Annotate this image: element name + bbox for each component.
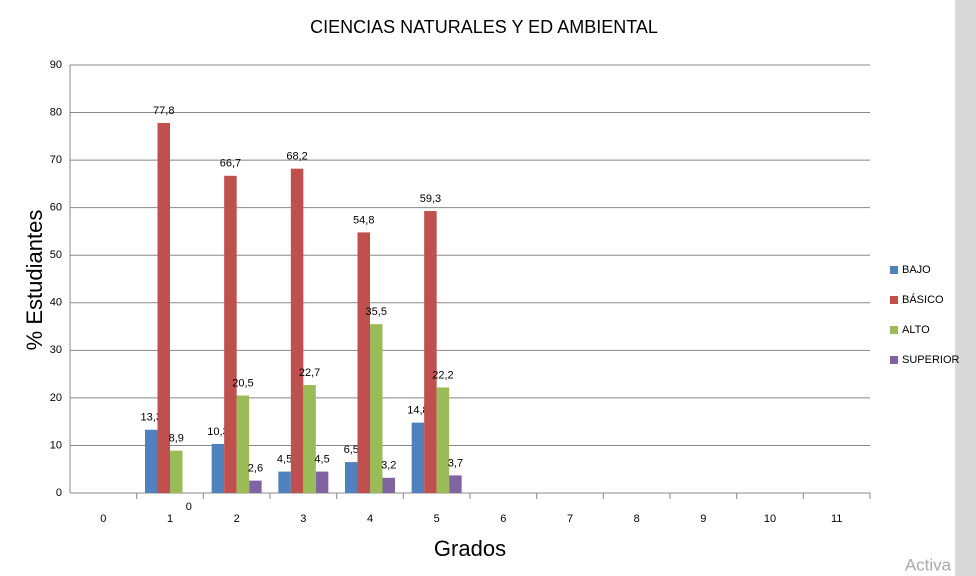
legend-swatch: [890, 326, 898, 334]
bar: [345, 462, 358, 493]
legend-swatch: [890, 266, 898, 274]
x-tick-label: 3: [300, 513, 306, 525]
data-label: 3,2: [381, 460, 396, 472]
bar: [357, 232, 370, 493]
bar: [145, 429, 158, 493]
data-label: 59,3: [420, 193, 441, 205]
legend-label: ALTO: [902, 324, 930, 336]
y-tick-label: 90: [50, 59, 62, 71]
edge-shadow: [955, 0, 976, 576]
x-tick-label: 4: [367, 513, 373, 525]
y-tick-label: 40: [50, 297, 62, 309]
data-label: 0: [186, 501, 192, 513]
data-label: 14,8: [407, 405, 428, 417]
x-tick-label: 9: [700, 513, 706, 525]
data-label: 3,7: [448, 457, 463, 469]
data-label: 22,2: [432, 369, 453, 381]
data-label: 6,5: [344, 444, 359, 456]
bar: [436, 387, 450, 493]
x-tick-label: 8: [634, 513, 640, 525]
bar: [170, 450, 183, 493]
data-label: 54,8: [353, 214, 374, 226]
bar: [224, 175, 237, 493]
data-label: 10,3: [207, 426, 228, 438]
legend-label: SUPERIOR: [902, 354, 960, 366]
bar: [290, 168, 304, 493]
x-axis-label: Grados: [434, 536, 506, 561]
data-label: 22,7: [299, 367, 320, 379]
y-axis-label: % Estudiantes: [22, 210, 47, 351]
bar: [424, 210, 437, 494]
x-tick-label: 6: [500, 513, 506, 525]
legend-swatch: [890, 296, 898, 304]
y-tick-label: 70: [50, 154, 62, 166]
y-tick-label: 20: [50, 392, 62, 404]
x-tick-label: 11: [831, 513, 842, 525]
watermark: Activa: [905, 555, 952, 574]
legend-label: BAJO: [902, 264, 931, 276]
data-label: 13,3: [141, 412, 162, 424]
x-tick-label: 1: [167, 513, 173, 525]
bar: [382, 477, 395, 493]
bar: [449, 475, 462, 493]
x-tick-label: 0: [100, 513, 106, 525]
bar: [315, 471, 329, 493]
chart-title: CIENCIAS NATURALES Y ED AMBIENTAL: [310, 17, 658, 37]
bar: [278, 471, 291, 493]
x-tick-label: 7: [567, 513, 573, 525]
y-tick-label: 30: [50, 344, 62, 356]
y-tick-label: 0: [56, 487, 62, 499]
y-tick-label: 10: [50, 439, 62, 451]
data-label: 2,6: [248, 463, 263, 475]
data-label: 77,8: [153, 105, 174, 117]
bar: [303, 385, 316, 493]
bar: [157, 123, 170, 494]
data-label: 20,5: [232, 377, 253, 389]
legend-swatch: [890, 356, 898, 364]
x-tick-label: 10: [764, 513, 776, 525]
bar: [370, 324, 383, 493]
legend-label: BÁSICO: [902, 293, 944, 306]
y-tick-label: 60: [50, 202, 62, 214]
bar: [411, 422, 425, 493]
data-label: 35,5: [366, 306, 387, 318]
data-label: 4,5: [277, 454, 292, 466]
x-tick-label: 2: [234, 513, 240, 525]
data-label: 8,9: [169, 433, 184, 445]
data-label: 4,5: [314, 454, 329, 466]
data-label: 66,7: [220, 158, 241, 170]
x-tick-label: 5: [434, 513, 440, 525]
data-label: 68,2: [286, 151, 307, 163]
y-tick-label: 50: [50, 249, 62, 261]
bar: [236, 395, 250, 493]
y-tick-label: 80: [50, 106, 62, 118]
bar: [249, 480, 262, 493]
bar: [211, 444, 225, 493]
